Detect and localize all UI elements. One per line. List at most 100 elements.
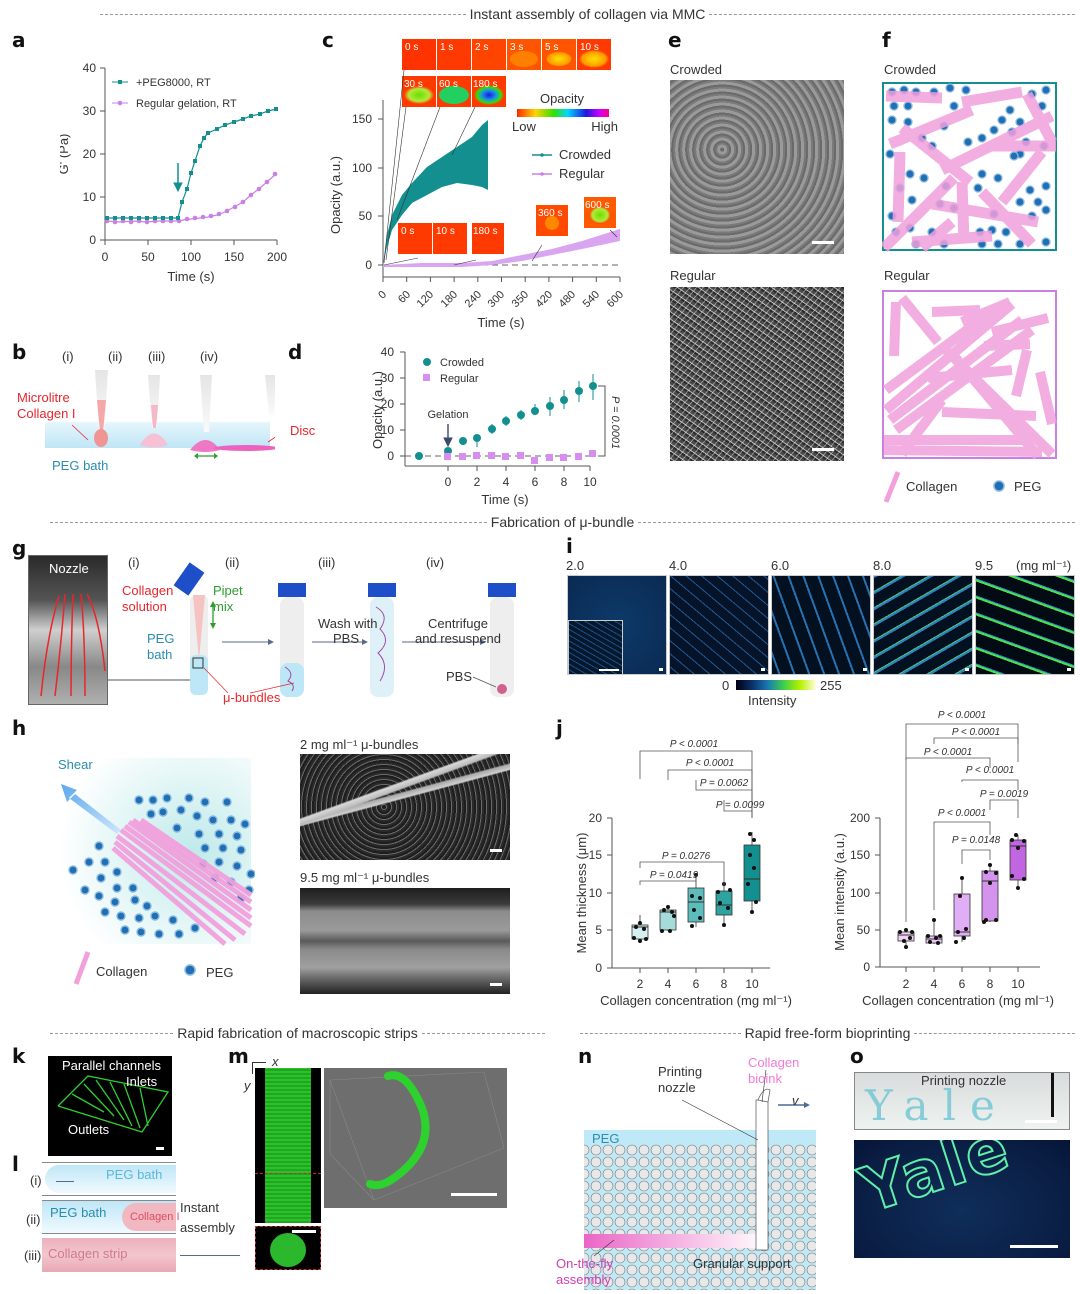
section-header-bioprinting: Rapid free-form bioprinting (580, 1025, 1075, 1041)
pipet-mix-label-2: mix (213, 599, 234, 614)
regular-markers (444, 450, 596, 464)
pipet-mix-label: Pipet (213, 583, 243, 598)
y-axis-label: G' (Pa) (60, 134, 71, 175)
velocity-label: v (792, 1093, 799, 1108)
peg-bath-label: PEG bath (52, 458, 109, 473)
centrifuge-label: Centrifuge (428, 616, 488, 631)
crowded-markers (415, 382, 597, 460)
l-step-i: (i) (30, 1173, 42, 1188)
cross-section (270, 1233, 306, 1267)
series-crowded-band (383, 120, 488, 265)
box-6 (953, 893, 971, 937)
svg-text:P = 0.0276: P = 0.0276 (662, 851, 711, 862)
svg-text:P < 0.0001: P < 0.0001 (670, 739, 718, 750)
legend-crowded: Crowded (440, 357, 484, 369)
peg-bath-label-2: bath (147, 647, 173, 662)
ytick: 10 (83, 190, 97, 204)
legend-regular: Regular (559, 166, 605, 181)
svg-text:P = 0.0099: P = 0.0099 (716, 800, 765, 811)
outlets-label: Outlets (68, 1122, 110, 1137)
ytick: 0 (595, 961, 602, 975)
xtick: 2 (474, 475, 481, 489)
inset (568, 620, 623, 674)
ytick: 0 (863, 960, 870, 974)
disc-label: Disc (290, 423, 316, 438)
bioink-label-2: bioink (748, 1071, 782, 1086)
collagen-front (122, 1203, 176, 1231)
diagram-g-process (108, 562, 516, 697)
xtick: 8 (561, 475, 568, 489)
y-axis-label: Opacity (a.u.) (370, 371, 385, 449)
parallel-channels-label: Parallel channels (62, 1058, 162, 1073)
sem-regular-image (670, 287, 844, 461)
section-header-mmc: Instant assembly of collagen via MMC (100, 6, 1076, 22)
xtick: 10 (745, 977, 759, 991)
svg-text:P < 0.0001: P < 0.0001 (924, 747, 972, 758)
xtick: 0 (102, 250, 109, 264)
e-regular-label: Regular (670, 268, 716, 283)
collagen-i-label: Collagen I (130, 1211, 180, 1223)
sem-crowded-image (670, 80, 844, 254)
colorbar-low: Low (512, 119, 536, 134)
y-axis-label: Opacity (a.u.) (328, 156, 343, 234)
box-10 (1009, 839, 1027, 881)
legend-crowded: Crowded (559, 147, 611, 162)
panel-label-g: g (12, 536, 27, 560)
y-axis (100, 67, 278, 245)
ytick: 30 (381, 371, 395, 385)
diagram-b-drawing (71, 370, 275, 459)
chart-d-opacity-early: 0 10 20 30 40 0 2 4 6 8 10 Time (s) Opac… (370, 345, 621, 507)
onfly-label: On-the-fly (556, 1256, 614, 1271)
svg-text:P < 0.0001: P < 0.0001 (938, 808, 986, 819)
xtick: 600 (605, 289, 626, 310)
xtick: 350 (510, 289, 531, 310)
svg-text:0 s: 0 s (401, 226, 414, 237)
svg-text:P < 0.0001: P < 0.0001 (938, 710, 986, 721)
bioink-label: Collagen (748, 1055, 800, 1070)
onfly-label-2: assembly (556, 1272, 611, 1287)
arrow-icon (180, 1255, 240, 1256)
granular-label: Granular support (693, 1256, 791, 1271)
conc-label: 8.0 (873, 558, 892, 573)
f-regular-label: Regular (884, 268, 930, 283)
unit-label: (mg ml⁻¹) (1016, 558, 1072, 573)
colorbar-title: Opacity (540, 91, 585, 106)
peg-label: PEG (592, 1131, 620, 1146)
xtick: 2 (903, 977, 910, 991)
xtick: 240 (463, 289, 484, 310)
section-header-strips: Rapid fabrication of macroscopic strips (50, 1025, 545, 1041)
svg-text:10 s: 10 s (436, 226, 455, 237)
y-axis-label: Mean intensity (a.u.) (832, 833, 847, 951)
xtick: 10 (1011, 977, 1025, 991)
arrow-icon (443, 424, 453, 448)
confocal-6mg (771, 575, 871, 675)
microlitre-label: Microlitre (17, 390, 70, 405)
scale-bar (812, 448, 834, 451)
scale-bar (451, 1193, 497, 1196)
intensity-colorbar (736, 680, 816, 690)
gelation-label: Gelation (428, 409, 469, 421)
svg-text:600 s: 600 s (585, 200, 609, 211)
printing-nozzle-label: Printing (658, 1064, 703, 1079)
granular-support (584, 1144, 816, 1290)
collagen-droplet (94, 429, 108, 447)
ytick: 200 (850, 811, 870, 825)
ytick: 100 (352, 161, 372, 175)
sem-2mg-bundles (300, 754, 510, 860)
legend-peg: +PEG8000, RT (136, 77, 211, 89)
step-ii: (ii) (108, 349, 123, 364)
svg-text:1 s: 1 s (440, 42, 453, 53)
x-axis-label: Time (s) (481, 492, 528, 507)
svg-text:3 s: 3 s (510, 42, 523, 53)
printed-collagen (584, 1234, 768, 1248)
g-step-ii: (ii) (225, 555, 240, 570)
xtick: 50 (141, 250, 155, 264)
panel-label-l: l (12, 1152, 19, 1176)
section-title: Instant assembly of collagen via MMC (469, 6, 706, 22)
x-ticks (382, 277, 621, 282)
strip-body (265, 1068, 311, 1223)
chart-a-gprime: 0 10 20 30 40 0 50 100 150 200 Time (s) … (60, 61, 287, 284)
cb-label: Intensity (748, 693, 797, 708)
section-title: Fabrication of μ-bundle (490, 514, 635, 530)
g-step-iii: (iii) (318, 555, 336, 570)
